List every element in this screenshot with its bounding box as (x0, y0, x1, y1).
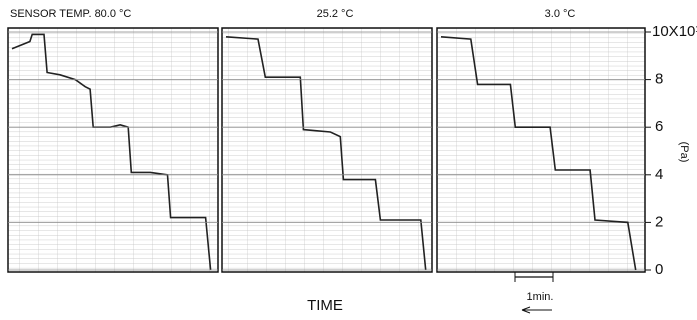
y-tick-label: 4 (655, 166, 663, 183)
y-tick-label: 8 (655, 71, 663, 88)
scale-label: 1min. (527, 291, 554, 303)
y-tick-label: 10X10¹ (652, 23, 697, 40)
y-axis-label: (Pa) (678, 142, 690, 163)
chart: 1min. SENSOR TEMP. 80.0 °C 25.2 °C TIME 3.0… (0, 0, 697, 320)
panel-title: 25.2 °C (317, 8, 354, 20)
y-tick-label: 0 (655, 261, 663, 278)
time-arrow (522, 307, 552, 313)
panel-title: 3.0 °C (545, 8, 576, 20)
x-axis-label: TIME (307, 297, 343, 314)
y-tick-label: 6 (655, 118, 663, 135)
chart-paper (437, 28, 645, 272)
y-tick-label: 2 (655, 213, 663, 230)
chart-paper (222, 28, 432, 272)
panel-title: SENSOR TEMP. 80.0 °C (10, 8, 131, 20)
chart-paper (8, 28, 218, 272)
